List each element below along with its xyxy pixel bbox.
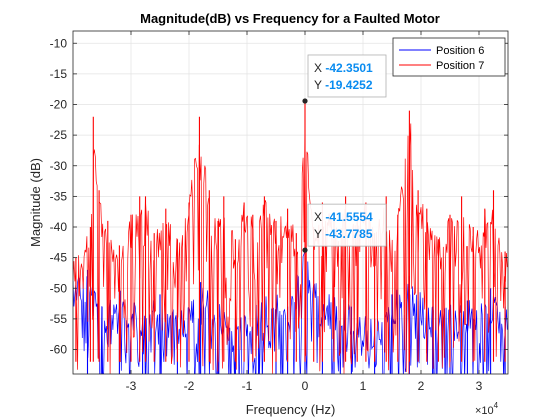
series-layer <box>73 100 508 374</box>
x-tick-label: 1 <box>360 379 367 393</box>
y-tick-label: -40 <box>50 220 68 234</box>
y-tick-label: -20 <box>50 98 68 112</box>
x-axis-label: Frequency (Hz) <box>246 402 336 417</box>
y-ticks: -10 -15 -20 -25 -30 -35 -40 -45 -50 -55 -60 <box>50 36 508 357</box>
datatip-x-label: X <box>314 210 325 224</box>
x-tick-label: 0 <box>302 379 309 393</box>
datatip-y-value: -43.7785 <box>325 227 373 241</box>
x-axis-exponent-base: ×10 <box>475 405 494 417</box>
y-tick-label: -35 <box>50 189 68 203</box>
datatip-x-row: X -42.3501 <box>314 61 373 75</box>
x-tick-label: -3 <box>126 379 137 393</box>
datatip-marker[interactable] <box>302 98 308 104</box>
y-tick-label: -15 <box>50 67 68 81</box>
y-tick-label: -45 <box>50 251 68 265</box>
y-tick-label: -60 <box>50 343 68 357</box>
x-tick-label: 2 <box>418 379 425 393</box>
legend-box[interactable] <box>392 37 506 77</box>
datatip-y-row: Y -19.4252 <box>314 78 373 92</box>
axes-box <box>72 30 509 375</box>
datatip-box[interactable] <box>307 54 387 98</box>
datatip-box[interactable] <box>307 203 387 247</box>
datatip-y-row: Y -43.7785 <box>314 227 373 241</box>
y-tick-label: -30 <box>50 159 68 173</box>
datatip-y-label: Y <box>314 227 325 241</box>
legend-label: Position 7 <box>436 60 484 72</box>
datatip-x-row: X -41.5554 <box>314 210 373 224</box>
y-tick-label: -25 <box>50 128 68 142</box>
x-axis-exponent-power: 4 <box>494 401 499 410</box>
x-tick-label: 3 <box>476 379 483 393</box>
legend-label: Position 6 <box>436 45 484 57</box>
axes[interactable]: -3 -2 -1 0 1 2 3 -10-15-20-25-30-35-40-45-50-5… <box>50 30 509 398</box>
x-tick-label: -2 <box>184 379 195 393</box>
datatip-x-value: -41.5554 <box>325 210 373 224</box>
y-tick-label: -55 <box>50 312 68 326</box>
datatip-y-value: -19.4252 <box>325 78 373 92</box>
datatip-x-label: X <box>314 61 325 75</box>
datatip-x-value: -42.3501 <box>325 61 373 75</box>
datatip-y-label: Y <box>314 78 325 92</box>
y-axis-label: Magnitude (dB) <box>28 158 43 247</box>
chart-title: Magnitude(dB) vs Frequency for a Faulted… <box>140 11 440 26</box>
legend[interactable]: Position 6 Position 7 <box>392 37 506 77</box>
x-axis-exponent: ×104 <box>475 401 499 417</box>
datatip-marker[interactable] <box>302 247 308 253</box>
y-tick-label: -50 <box>50 281 68 295</box>
x-ticks: -3 -2 -1 0 1 2 3 <box>126 31 483 393</box>
y-tick-label: -10 <box>50 36 68 50</box>
x-tick-label: -1 <box>242 379 253 393</box>
